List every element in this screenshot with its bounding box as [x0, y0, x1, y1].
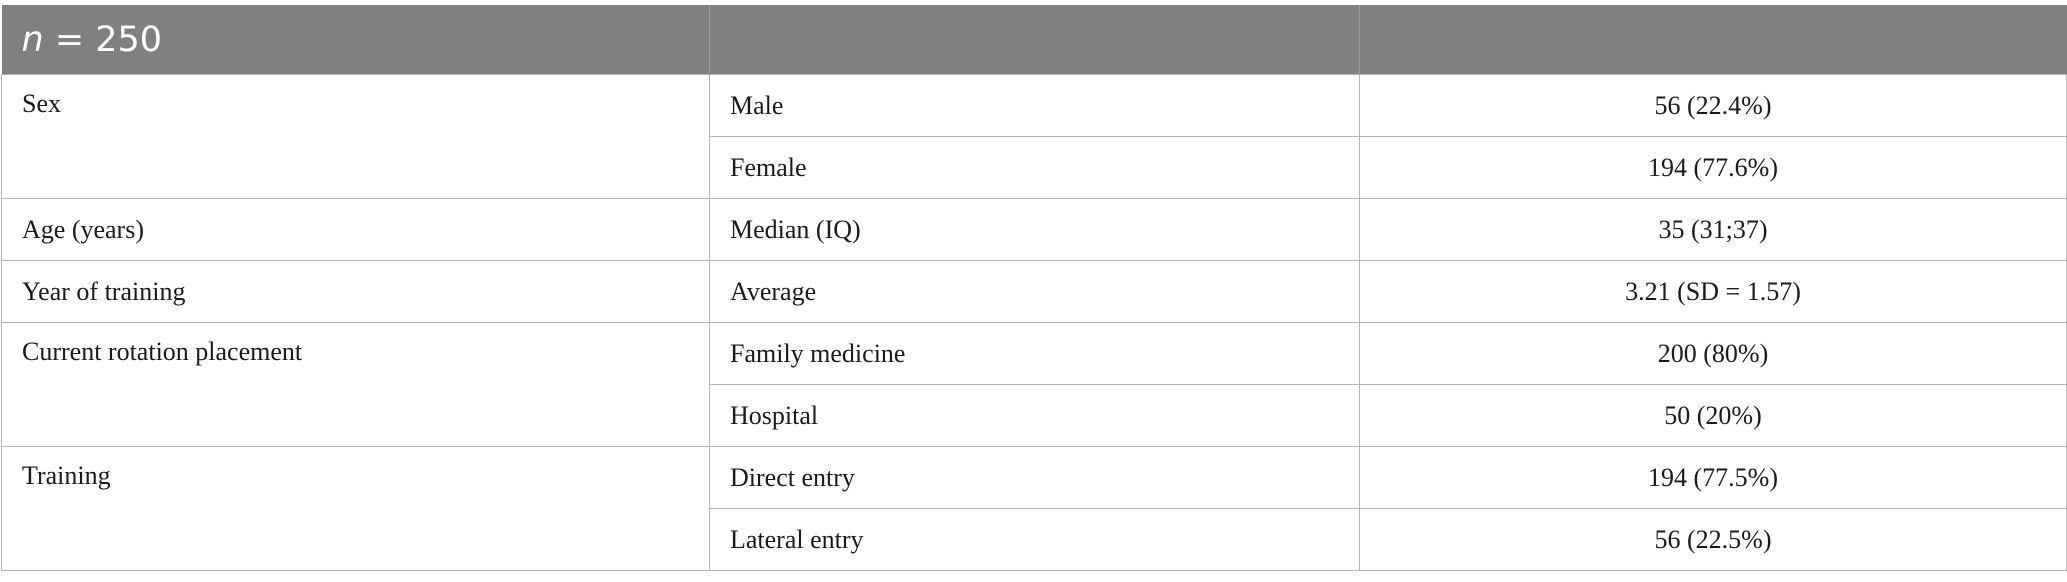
row-group-label: Sex — [1, 74, 710, 199]
demographics-table: n = 250 Sex Male 56 (22.4%) Female 194 (… — [1, 5, 2067, 571]
row-sub-label: Median (IQ) — [709, 198, 1360, 261]
row-value: 56 (22.4%) — [1359, 74, 2067, 137]
row-group-label: Age (years) — [1, 198, 710, 261]
row-value: 194 (77.6%) — [1359, 136, 2067, 199]
row-sub-label: Female — [709, 136, 1360, 199]
table-row: Lateral entry 56 (22.5%) — [2, 508, 2067, 571]
table-row: Training Direct entry 194 (77.5%) — [1, 446, 2067, 571]
sample-size-header: n = 250 — [1, 5, 710, 75]
row-sub-label: Average — [709, 260, 1360, 323]
row-value: 35 (31;37) — [1359, 198, 2067, 261]
row-sub-label: Male — [709, 74, 1360, 137]
table-row: Age (years) Median (IQ) 35 (31;37) — [1, 198, 2067, 261]
row-value: 56 (22.5%) — [1359, 508, 2067, 571]
table-header: n = 250 — [1, 5, 2067, 75]
row-value: 3.21 (SD = 1.57) — [1359, 260, 2067, 323]
header-empty-cell — [709, 5, 1360, 75]
row-group-label: Year of training — [1, 260, 710, 323]
table-row: Sex Male 56 (22.4%) — [1, 74, 2067, 199]
row-value: 194 (77.5%) — [1359, 446, 2067, 509]
row-sub-label: Family medicine — [709, 322, 1360, 385]
row-sub-label: Direct entry — [709, 446, 1360, 509]
table-row: Female 194 (77.6%) — [2, 136, 2067, 199]
n-value: = 250 — [43, 19, 163, 60]
header-row: n = 250 — [1, 5, 2067, 75]
header-empty-cell — [1359, 5, 2067, 75]
row-group-label: Training — [1, 446, 710, 571]
table-body: Sex Male 56 (22.4%) Female 194 (77.6%) A… — [1, 74, 2067, 571]
row-group-label: Current rotation placement — [1, 322, 710, 447]
row-value: 50 (20%) — [1359, 384, 2067, 447]
row-sub-label: Hospital — [709, 384, 1360, 447]
table-row: Current rotation placement Family medici… — [1, 322, 2067, 447]
row-value: 200 (80%) — [1359, 322, 2067, 385]
n-symbol: n — [21, 19, 44, 60]
row-sub-label: Lateral entry — [709, 508, 1360, 571]
table-row: Year of training Average 3.21 (SD = 1.57… — [1, 260, 2067, 323]
